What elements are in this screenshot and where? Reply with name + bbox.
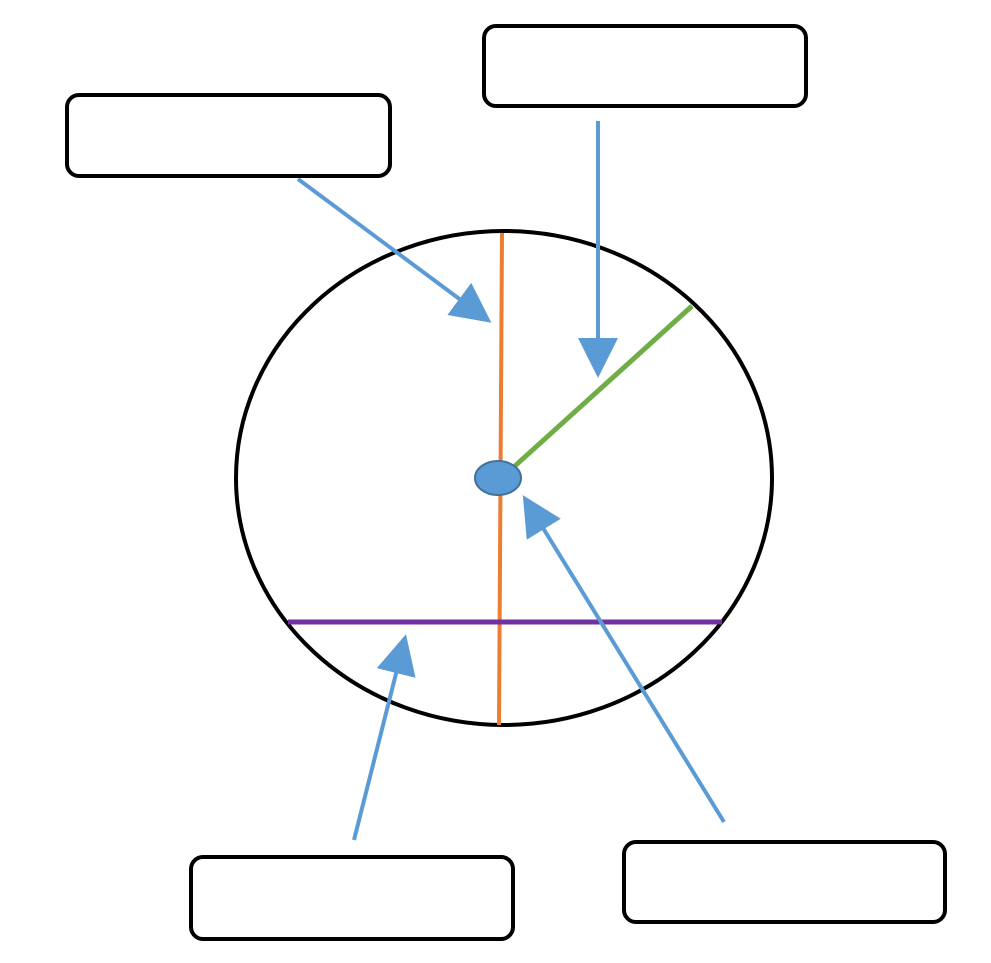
radius-line: [504, 304, 694, 476]
arrow-bottom-left: [352, 634, 416, 841]
label-box-bottom-left[interactable]: [189, 855, 515, 941]
arrow-top-left: [296, 177, 492, 323]
label-box-top-left[interactable]: [65, 93, 392, 178]
label-box-bottom-right[interactable]: [622, 840, 947, 924]
circle-outline: [234, 229, 774, 727]
arrow-bottom-right: [522, 495, 726, 824]
label-box-top-right[interactable]: [482, 24, 808, 108]
center-point: [474, 460, 522, 496]
